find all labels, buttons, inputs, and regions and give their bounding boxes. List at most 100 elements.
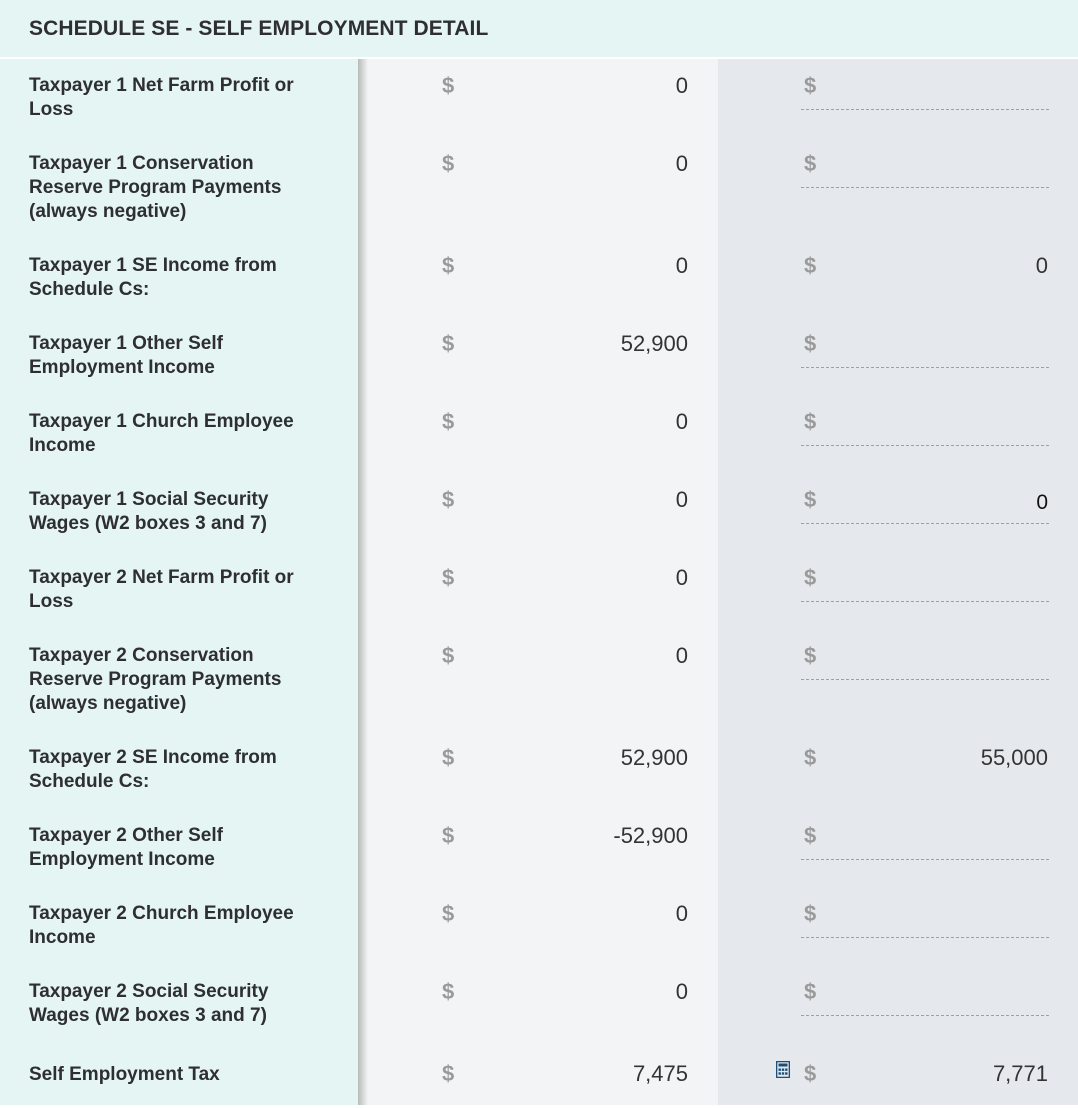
dollar-icon: $ — [804, 1061, 817, 1086]
override-value: 0 — [1035, 253, 1048, 278]
computed-value-cell: $0 — [358, 395, 718, 473]
computed-value: 0 — [675, 151, 688, 176]
section-header: SCHEDULE SE - SELF EMPLOYMENT DETAIL — [0, 0, 1078, 59]
override-value-cell[interactable]: $ — [718, 629, 1078, 731]
override-value-cell[interactable]: $ — [718, 395, 1078, 473]
row-label: Taxpayer 1 SE Income from Schedule Cs: — [0, 239, 358, 317]
override-value-cell: $7,771 — [718, 1043, 1078, 1105]
dollar-icon: $ — [804, 73, 817, 98]
row-label: Taxpayer 2 Other Self Employment Income — [0, 809, 358, 887]
dollar-icon: $ — [442, 823, 455, 848]
section-title: SCHEDULE SE - SELF EMPLOYMENT DETAIL — [29, 16, 489, 40]
table-row: Self Employment Tax $7,475 $7,771 — [0, 1043, 1078, 1105]
row-label: Taxpayer 2 Social Security Wages (W2 box… — [0, 965, 358, 1043]
computed-value: 0 — [675, 409, 688, 434]
override-value-cell[interactable]: $0 — [718, 473, 1078, 551]
row-label: Taxpayer 2 SE Income from Schedule Cs: — [0, 731, 358, 809]
computed-value-cell: $0 — [358, 887, 718, 965]
computed-value-cell: $0 — [358, 59, 718, 137]
computed-value-cell: $0 — [358, 965, 718, 1043]
override-value-cell[interactable]: $ — [718, 887, 1078, 965]
table-row: Taxpayer 2 Net Farm Profit or Loss $0 $ — [0, 551, 1078, 629]
override-input-underline[interactable] — [801, 523, 1049, 524]
override-value-cell[interactable]: $ — [718, 137, 1078, 239]
override-input-underline[interactable] — [801, 679, 1049, 680]
dollar-icon: $ — [442, 901, 455, 926]
override-value-cell[interactable]: $ — [718, 317, 1078, 395]
override-input-underline[interactable] — [801, 859, 1049, 860]
computed-value-cell: $0 — [358, 239, 718, 317]
table-row: Taxpayer 2 Church Employee Income $0 $ — [0, 887, 1078, 965]
table-row: Taxpayer 2 SE Income from Schedule Cs: $5… — [0, 731, 1078, 809]
calculator-icon[interactable] — [776, 1061, 790, 1078]
table-row: Taxpayer 1 SE Income from Schedule Cs: $0… — [0, 239, 1078, 317]
computed-value-cell: $0 — [358, 629, 718, 731]
computed-value: 0 — [675, 487, 688, 512]
dollar-icon: $ — [804, 823, 817, 848]
override-input-underline[interactable] — [801, 601, 1049, 602]
override-value-cell[interactable]: $ — [718, 965, 1078, 1043]
dollar-icon: $ — [442, 409, 455, 434]
dollar-icon: $ — [804, 745, 817, 770]
computed-value: 0 — [675, 901, 688, 926]
dollar-icon: $ — [804, 331, 817, 356]
override-input-underline[interactable] — [801, 937, 1049, 938]
override-value-cell: $0 — [718, 239, 1078, 317]
override-value-cell[interactable]: $ — [718, 551, 1078, 629]
row-label: Taxpayer 1 Conservation Reserve Program … — [0, 137, 358, 239]
schedule-se-grid: Taxpayer 1 Net Farm Profit or Loss $0 $ Tax… — [0, 59, 1078, 1105]
table-row: Taxpayer 2 Other Self Employment Income $… — [0, 809, 1078, 887]
override-value-cell[interactable]: $ — [718, 59, 1078, 137]
computed-value: 0 — [675, 643, 688, 668]
computed-value: 0 — [675, 565, 688, 590]
dollar-icon: $ — [442, 151, 455, 176]
override-input-underline[interactable] — [801, 187, 1049, 188]
computed-value: 7,475 — [632, 1061, 688, 1086]
dollar-icon: $ — [442, 487, 455, 512]
dollar-icon: $ — [442, 331, 455, 356]
override-input-underline[interactable] — [801, 109, 1049, 110]
table-row: Taxpayer 1 Social Security Wages (W2 box… — [0, 473, 1078, 551]
computed-value: -52,900 — [613, 823, 688, 848]
computed-value: 0 — [675, 979, 688, 1004]
computed-value-cell: $0 — [358, 551, 718, 629]
override-value-cell: $55,000 — [718, 731, 1078, 809]
computed-value: 52,900 — [620, 745, 688, 770]
dollar-icon: $ — [804, 253, 817, 278]
dollar-icon: $ — [804, 901, 817, 926]
row-label: Taxpayer 1 Social Security Wages (W2 box… — [0, 473, 358, 551]
computed-value-cell: $52,900 — [358, 731, 718, 809]
override-input-underline[interactable] — [801, 367, 1049, 368]
table-row: Taxpayer 1 Other Self Employment Income $… — [0, 317, 1078, 395]
table-row: Taxpayer 2 Social Security Wages (W2 box… — [0, 965, 1078, 1043]
dollar-icon: $ — [804, 979, 817, 1004]
dollar-icon: $ — [804, 151, 817, 176]
row-label: Taxpayer 2 Church Employee Income — [0, 887, 358, 965]
dollar-icon: $ — [442, 253, 455, 278]
computed-value: 52,900 — [620, 331, 688, 356]
computed-value-cell: $ -52,900 — [358, 809, 718, 887]
row-label: Taxpayer 1 Other Self Employment Income — [0, 317, 358, 395]
override-value-cell[interactable]: $ — [718, 809, 1078, 887]
table-row: Taxpayer 1 Church Employee Income $0 $ — [0, 395, 1078, 473]
computed-value: 0 — [675, 253, 688, 278]
dollar-icon: $ — [442, 73, 455, 98]
row-label: Self Employment Tax — [0, 1043, 358, 1105]
dollar-icon: $ — [442, 979, 455, 1004]
computed-value-cell: $52,900 — [358, 317, 718, 395]
row-label: Taxpayer 2 Net Farm Profit or Loss — [0, 551, 358, 629]
override-input-underline[interactable] — [801, 1015, 1049, 1016]
dollar-icon: $ — [442, 643, 455, 668]
row-label: Taxpayer 2 Conservation Reserve Program … — [0, 629, 358, 731]
dollar-icon: $ — [442, 745, 455, 770]
override-value: 7,771 — [992, 1061, 1048, 1086]
row-label: Taxpayer 1 Net Farm Profit or Loss — [0, 59, 358, 137]
computed-value-cell: $0 — [358, 473, 718, 551]
override-input[interactable]: 0 — [1036, 491, 1048, 514]
override-input-underline[interactable] — [801, 445, 1049, 446]
dollar-icon: $ — [442, 565, 455, 590]
dollar-icon: $ — [804, 643, 817, 668]
row-label: Taxpayer 1 Church Employee Income — [0, 395, 358, 473]
computed-value: 0 — [675, 73, 688, 98]
computed-value-cell: $0 — [358, 137, 718, 239]
